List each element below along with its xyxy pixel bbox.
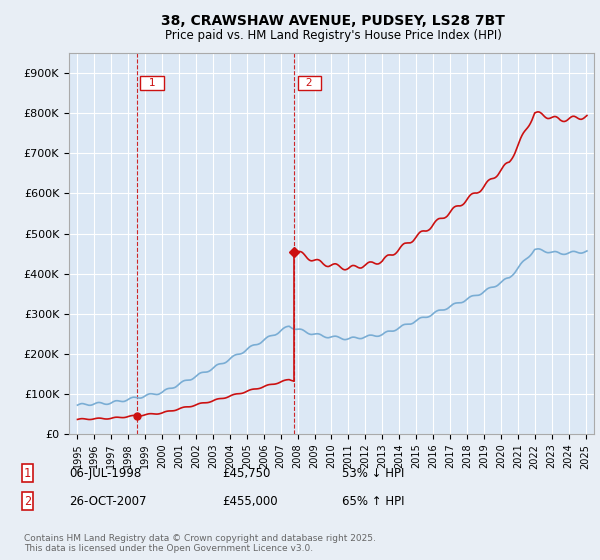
Text: Price paid vs. HM Land Registry's House Price Index (HPI): Price paid vs. HM Land Registry's House … <box>164 29 502 42</box>
Text: 38, CRAWSHAW AVENUE, PUDSEY, LS28 7BT: 38, CRAWSHAW AVENUE, PUDSEY, LS28 7BT <box>161 14 505 28</box>
Text: £45,750: £45,750 <box>222 466 271 480</box>
Text: 65% ↑ HPI: 65% ↑ HPI <box>342 494 404 508</box>
Text: 1: 1 <box>142 78 162 88</box>
Text: 26-OCT-2007: 26-OCT-2007 <box>69 494 146 508</box>
Text: 2: 2 <box>299 78 320 88</box>
Text: 06-JUL-1998: 06-JUL-1998 <box>69 466 141 480</box>
Text: Contains HM Land Registry data © Crown copyright and database right 2025.
This d: Contains HM Land Registry data © Crown c… <box>24 534 376 553</box>
Text: 2: 2 <box>24 494 31 508</box>
Text: 1: 1 <box>24 466 31 480</box>
Text: 53% ↓ HPI: 53% ↓ HPI <box>342 466 404 480</box>
Text: £455,000: £455,000 <box>222 494 278 508</box>
